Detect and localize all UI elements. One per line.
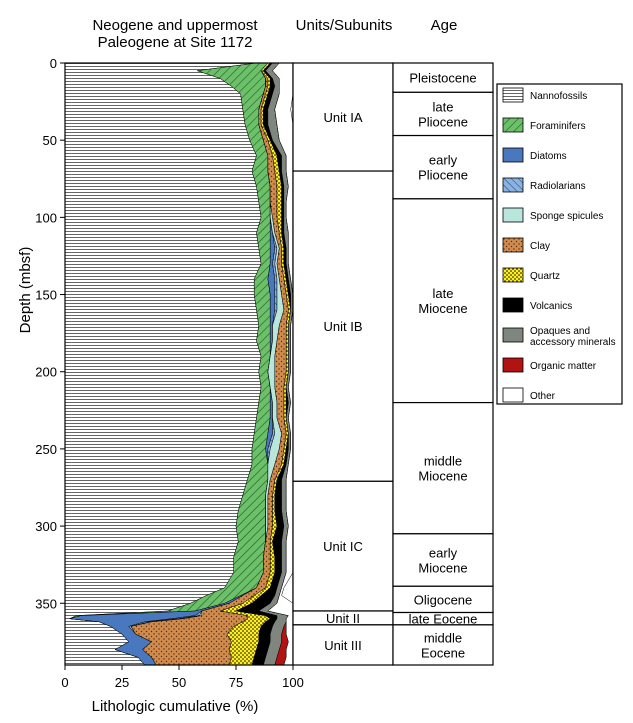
legend-swatch-radio bbox=[502, 177, 524, 193]
legend-swatch-opaque bbox=[502, 327, 524, 343]
legend-label: Other bbox=[530, 391, 556, 402]
area-nanno bbox=[64, 62, 262, 666]
legend-swatch-other bbox=[502, 387, 524, 403]
legend-swatch-organic bbox=[502, 357, 524, 373]
age-box bbox=[392, 91, 494, 137]
unit-label: Unit IB bbox=[323, 319, 362, 334]
chart-title-line1: Neogene and uppermost bbox=[92, 17, 258, 34]
y-tick-label: 150 bbox=[35, 288, 57, 303]
unit-box bbox=[292, 480, 394, 612]
legend-label: Opaques and bbox=[530, 326, 590, 337]
y-tick-label: 350 bbox=[35, 596, 57, 611]
age-label: Miocene bbox=[418, 469, 467, 484]
x-tick-label: 50 bbox=[172, 675, 186, 690]
legend-swatch-volc bbox=[502, 297, 524, 313]
y-axis-title: Depth (mbsf) bbox=[17, 247, 34, 334]
y-tick-label: 300 bbox=[35, 519, 57, 534]
legend: Nannofossils Foraminifers Diatoms Radiolari… bbox=[502, 87, 616, 403]
legend-label: Radiolarians bbox=[530, 181, 586, 192]
legend-swatch-foram bbox=[502, 117, 524, 133]
legend-label: Diatoms bbox=[530, 151, 567, 162]
legend-label: Organic matter bbox=[530, 361, 597, 372]
age-label: Miocene bbox=[418, 561, 467, 576]
y-tick-label: 250 bbox=[35, 442, 57, 457]
unit-label: Unit III bbox=[324, 638, 362, 653]
age-box bbox=[392, 624, 494, 666]
age-label: Pliocene bbox=[418, 168, 468, 183]
chart-title-line2: Paleogene at Site 1172 bbox=[98, 34, 253, 51]
legend-label: Volcanics bbox=[530, 301, 572, 312]
age-label: middle bbox=[424, 454, 462, 469]
unit-label: Unit IA bbox=[323, 110, 362, 125]
units-header: Units/Subunits bbox=[296, 17, 393, 34]
legend-swatch-diatom bbox=[502, 147, 524, 163]
legend-label: accessory minerals bbox=[530, 337, 616, 348]
legend-label: Clay bbox=[530, 241, 550, 252]
legend-swatch-nanno bbox=[502, 87, 524, 103]
legend-swatch-sponge bbox=[502, 207, 524, 223]
age-label: Oligocene bbox=[414, 592, 473, 607]
age-label: middle bbox=[424, 630, 462, 645]
age-label: early bbox=[429, 546, 458, 561]
unit-label: Unit IC bbox=[323, 539, 363, 554]
legend-label: Nannofossils bbox=[530, 91, 587, 102]
legend-label: Quartz bbox=[530, 271, 560, 282]
y-tick-label: 100 bbox=[35, 210, 57, 225]
y-tick-label: 50 bbox=[43, 133, 57, 148]
legend-label: Foraminifers bbox=[530, 121, 586, 132]
age-box bbox=[392, 62, 494, 93]
x-tick-label: 0 bbox=[61, 675, 68, 690]
x-axis: 0 25 50 75 100 bbox=[61, 665, 304, 690]
age-label: late bbox=[433, 286, 454, 301]
y-axis: 0 50 100 150 200 250 300 350 bbox=[35, 56, 65, 611]
age-box bbox=[392, 198, 494, 404]
units-column: Unit IA Unit IB Unit IC Unit II Unit III bbox=[292, 62, 394, 666]
unit-label: Unit II bbox=[326, 611, 360, 626]
age-label: Miocene bbox=[418, 301, 467, 316]
age-label: late Eocene bbox=[409, 612, 478, 627]
age-column: PleistocenelatePlioceneearlyPliocenelate… bbox=[392, 62, 494, 666]
legend-swatch-clay bbox=[502, 237, 524, 253]
x-tick-label: 100 bbox=[282, 675, 304, 690]
y-tick-label: 200 bbox=[35, 365, 57, 380]
legend-label: Sponge spicules bbox=[530, 211, 603, 222]
age-label: early bbox=[429, 153, 458, 168]
x-tick-label: 25 bbox=[115, 675, 129, 690]
x-tick-label: 75 bbox=[229, 675, 243, 690]
age-header: Age bbox=[431, 17, 458, 34]
age-label: Eocene bbox=[421, 645, 465, 660]
age-label: Pleistocene bbox=[409, 71, 476, 86]
age-label: Pliocene bbox=[418, 114, 468, 129]
x-axis-title: Lithologic cumulative (%) bbox=[92, 698, 259, 715]
y-tick-label: 0 bbox=[50, 56, 57, 71]
age-box bbox=[392, 134, 494, 200]
stacked-area-plot bbox=[64, 62, 294, 666]
age-label: late bbox=[433, 99, 454, 114]
legend-swatch-quartz bbox=[502, 267, 524, 283]
unit-box bbox=[292, 170, 394, 482]
